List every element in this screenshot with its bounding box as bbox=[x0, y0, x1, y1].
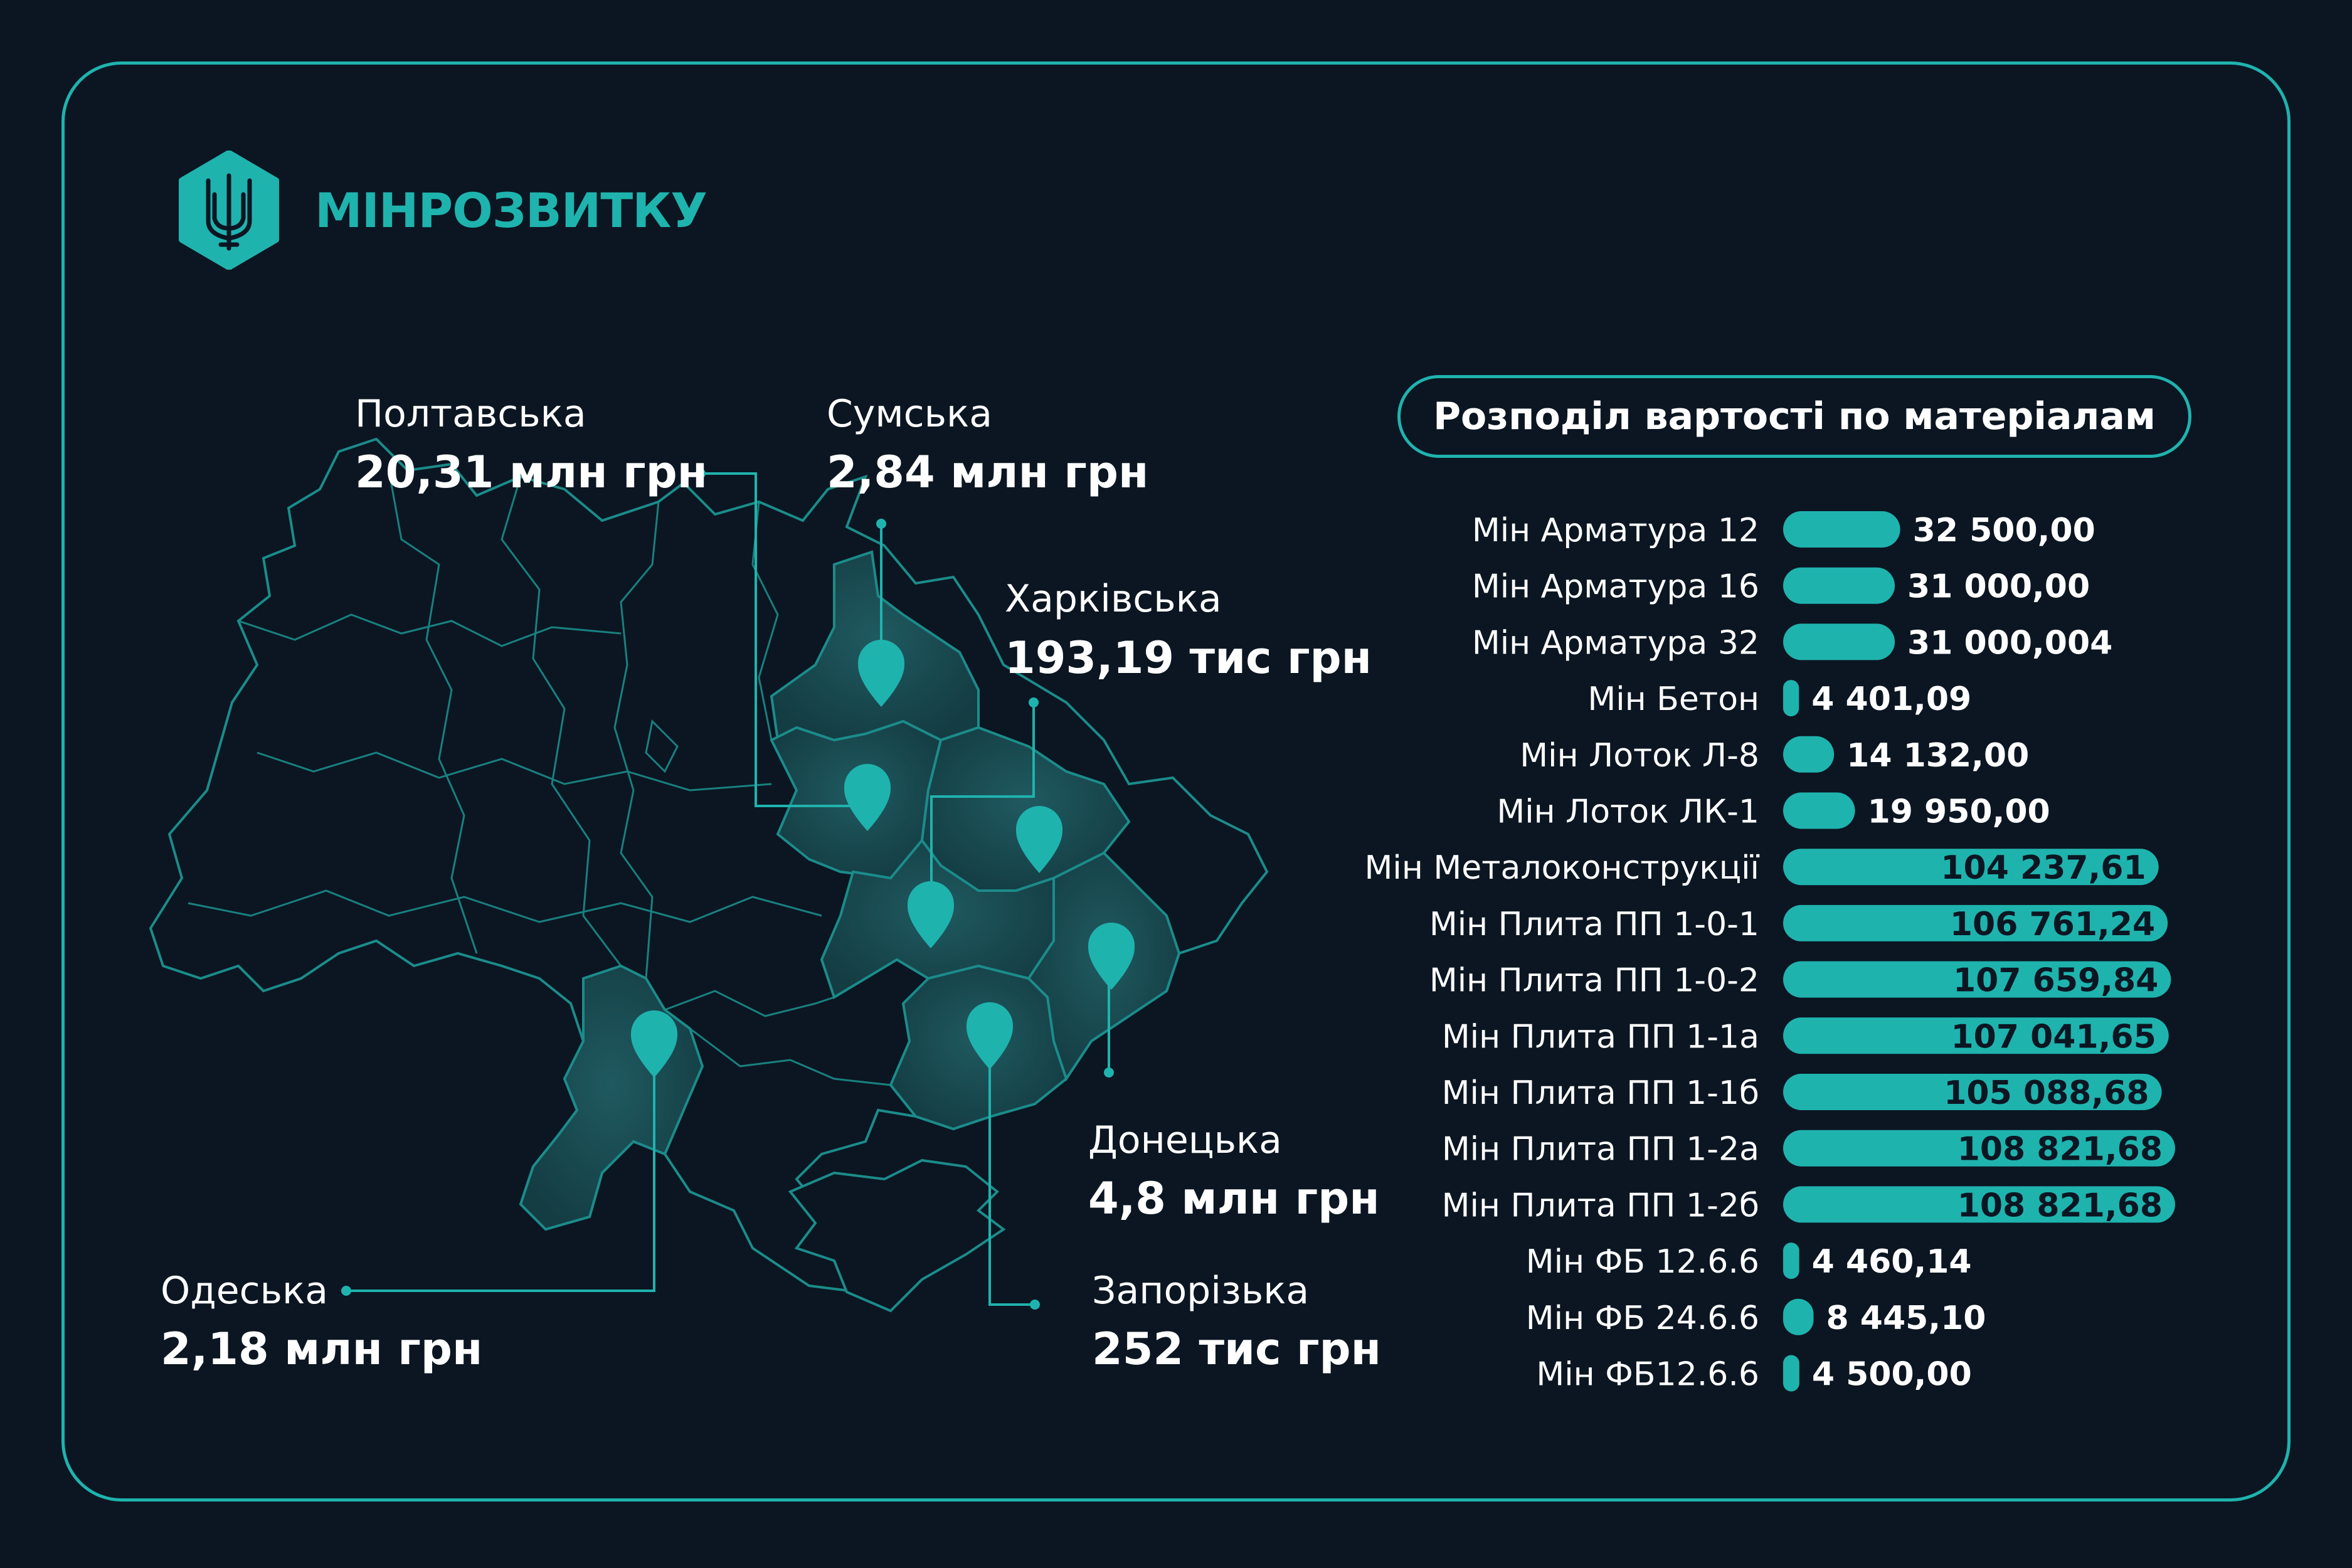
bar bbox=[1783, 1298, 1814, 1335]
bar bbox=[1783, 736, 1835, 773]
category-label: Мін Лоток Л-8 bbox=[1520, 737, 1759, 775]
region-name-poltava: Полтавська bbox=[355, 392, 586, 436]
value-label: 4 401,09 bbox=[1811, 681, 1971, 718]
category-label: Мін Плита ПП 1-1б bbox=[1442, 1074, 1759, 1112]
category-label: Мін Плита ПП 1-2а bbox=[1442, 1131, 1759, 1168]
region-name-donetsk: Донецька bbox=[1088, 1118, 1282, 1162]
category-label: Мін ФБ12.6.6 bbox=[1536, 1356, 1759, 1394]
category-label: Мін Бетон bbox=[1587, 681, 1759, 718]
value-label: 108 821,68 bbox=[1957, 1187, 2163, 1224]
value-label: 106 761,24 bbox=[1950, 906, 2155, 943]
value-label: 32 500,00 bbox=[1913, 512, 2095, 549]
value-label: 14 132,00 bbox=[1846, 737, 2029, 775]
value-label: 107 041,65 bbox=[1951, 1018, 2156, 1056]
region-name-odesa: Одеська bbox=[161, 1269, 328, 1313]
chart-title-box: Розподіл вартості по матеріалам bbox=[1397, 375, 2191, 458]
value-label: 4 500,00 bbox=[1812, 1356, 1972, 1394]
category-label: Мін Арматура 12 bbox=[1472, 512, 1759, 549]
category-label: Мін Плита ПП 1-0-1 bbox=[1429, 906, 1759, 943]
value-label: 19 950,00 bbox=[1868, 793, 2050, 831]
category-label: Мін Металоконструкції bbox=[1365, 849, 1760, 887]
category-label: Мін Арматура 32 bbox=[1472, 624, 1759, 662]
region-value-odesa: 2,18 млн грн bbox=[161, 1323, 483, 1375]
bar bbox=[1783, 1130, 2175, 1167]
pin-poltava-icon bbox=[844, 764, 891, 831]
crimea-shape bbox=[788, 1158, 1006, 1313]
value-label: 31 000,004 bbox=[1907, 624, 2112, 662]
map-pins bbox=[631, 640, 1135, 1078]
category-label: Мін Лоток ЛК-1 bbox=[1496, 793, 1759, 831]
region-value-kharkiv: 193,19 тис грн bbox=[1005, 632, 1372, 684]
value-label: 4 460,14 bbox=[1812, 1243, 1972, 1281]
pin-sumy-icon bbox=[858, 640, 904, 707]
category-label: Мін Арматура 16 bbox=[1472, 568, 1759, 606]
pin-dnipro-icon bbox=[908, 881, 954, 948]
value-label: 108 821,68 bbox=[1957, 1131, 2163, 1168]
bar bbox=[1783, 1074, 2162, 1110]
region-value-donetsk: 4,8 млн грн bbox=[1088, 1173, 1380, 1224]
value-label: 31 000,00 bbox=[1907, 568, 2090, 606]
value-label: 107 659,84 bbox=[1953, 962, 2158, 1000]
bar bbox=[1783, 849, 2159, 886]
bar bbox=[1783, 623, 1895, 660]
chart-title: Розподіл вартості по матеріалам bbox=[1433, 395, 2156, 438]
region-name-zaporizhzhia: Запорізька bbox=[1092, 1269, 1310, 1313]
pin-odesa-icon bbox=[631, 1010, 677, 1078]
bar bbox=[1783, 1186, 2175, 1223]
category-label: Мін Плита ПП 1-1а bbox=[1442, 1018, 1759, 1056]
bar bbox=[1783, 1355, 1799, 1392]
value-label: 105 088,68 bbox=[1944, 1074, 2149, 1112]
region-value-zaporizhzhia: 252 тис грн bbox=[1092, 1323, 1382, 1375]
bar bbox=[1783, 904, 2168, 941]
region-name-sumy: Сумська bbox=[827, 392, 993, 436]
bar bbox=[1783, 1242, 1799, 1279]
pin-kharkiv-icon bbox=[1016, 806, 1062, 873]
bar bbox=[1783, 961, 2171, 998]
value-label: 104 237,61 bbox=[1941, 849, 2146, 887]
region-value-sumy: 2,84 млн грн bbox=[827, 447, 1149, 498]
card-frame bbox=[61, 61, 2291, 1502]
bar bbox=[1783, 1017, 2169, 1054]
region-name-kharkiv: Харківська bbox=[1005, 577, 1222, 621]
region-borders bbox=[188, 470, 891, 1086]
brand-logo: МІНРОЗВИТКУ bbox=[176, 151, 707, 270]
brand-name: МІНРОЗВИТКУ bbox=[315, 182, 707, 238]
bar bbox=[1783, 567, 1895, 604]
pin-donetsk-icon bbox=[1088, 923, 1135, 990]
pin-zaporizhzhia-icon bbox=[967, 1002, 1013, 1069]
region-value-poltava: 20,31 млн грн bbox=[355, 447, 708, 498]
category-label: Мін ФБ 12.6.6 bbox=[1526, 1243, 1759, 1281]
category-label: Мін Плита ПП 1-2б bbox=[1442, 1187, 1759, 1224]
leader-dots bbox=[341, 469, 1114, 1310]
category-label: Мін Плита ПП 1-0-2 bbox=[1429, 962, 1759, 1000]
bar bbox=[1783, 680, 1799, 717]
value-label: 8 445,10 bbox=[1826, 1300, 1986, 1337]
bar bbox=[1783, 792, 1855, 829]
trident-hexagon-icon bbox=[179, 151, 279, 270]
bar bbox=[1783, 511, 1900, 548]
category-label: Мін ФБ 24.6.6 bbox=[1526, 1300, 1759, 1337]
